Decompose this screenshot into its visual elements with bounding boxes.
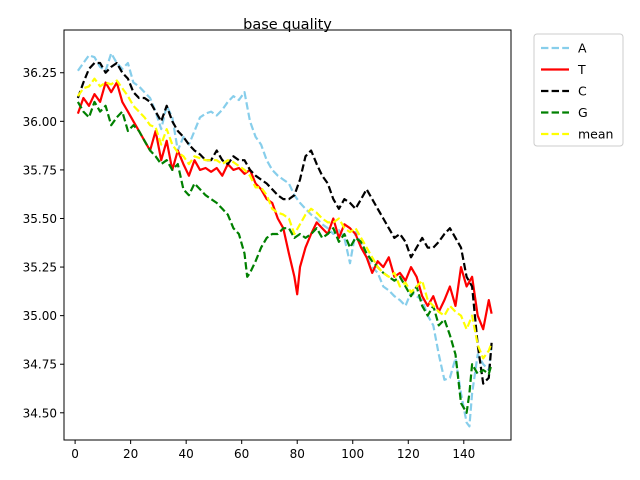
y-tick-label: 35.75 xyxy=(23,163,57,177)
y-axis: 34.50 34.75 35.00 35.25 35.50 35.75 36.00 36.25 xyxy=(23,66,64,420)
legend-label-A: A xyxy=(578,41,587,56)
y-tick-label: 36.00 xyxy=(23,115,57,129)
y-tick-label: 34.75 xyxy=(23,358,57,372)
x-tick-label: 120 xyxy=(397,447,420,461)
series-line-mean xyxy=(77,77,493,360)
series-line-T xyxy=(76,81,493,331)
y-tick-label: 35.25 xyxy=(23,261,57,275)
x-tick-label: 60 xyxy=(234,447,249,461)
y-tick-label: 35.00 xyxy=(23,309,57,323)
series-layer xyxy=(76,52,493,428)
series-line-C xyxy=(76,61,493,385)
x-tick-label: 20 xyxy=(123,447,138,461)
legend-label-C: C xyxy=(578,84,587,99)
series-line-A xyxy=(77,52,493,428)
x-tick-label: 100 xyxy=(341,447,364,461)
y-tick-label: 36.25 xyxy=(23,66,57,80)
series-line-G xyxy=(76,100,493,414)
legend-label-T: T xyxy=(577,62,586,77)
legend-label-mean: mean xyxy=(578,127,613,142)
x-tick-label: 80 xyxy=(290,447,305,461)
plot-frame xyxy=(63,29,512,441)
legend-label-G: G xyxy=(578,105,588,120)
y-tick-label: 35.50 xyxy=(23,212,57,226)
legend-frame xyxy=(533,33,624,147)
y-tick-label: 34.50 xyxy=(23,406,57,420)
x-tick-label: 140 xyxy=(452,447,475,461)
x-tick-label: 40 xyxy=(179,447,194,461)
x-axis: 0 20 40 60 80 100 120 140 xyxy=(71,440,475,461)
chart-title: base quality xyxy=(243,17,332,33)
plot-area: 0 20 40 60 80 100 120 140 34.5034.7535.0035.253… xyxy=(23,29,512,461)
x-tick-label: 0 xyxy=(71,447,79,461)
